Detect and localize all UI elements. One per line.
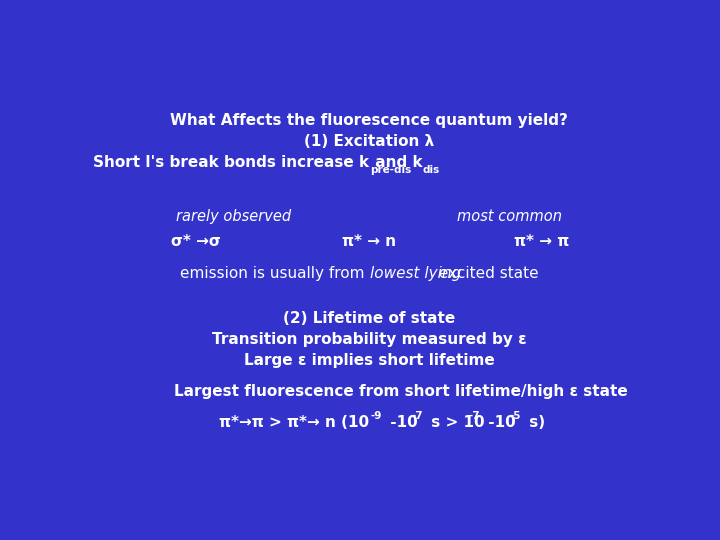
Text: π*→π > π*→ n (10: π*→π > π*→ n (10 xyxy=(219,415,369,430)
Text: σ* →σ: σ* →σ xyxy=(171,234,221,249)
Text: -10: -10 xyxy=(385,415,418,430)
Text: most common: most common xyxy=(456,209,562,224)
Text: -7: -7 xyxy=(412,411,423,421)
Text: Short l's break bonds increase k: Short l's break bonds increase k xyxy=(93,156,369,171)
Text: Transition probability measured by ε: Transition probability measured by ε xyxy=(212,332,526,347)
Text: π* → n: π* → n xyxy=(342,234,396,249)
Text: rarely observed: rarely observed xyxy=(176,209,292,224)
Text: Large ε implies short lifetime: Large ε implies short lifetime xyxy=(243,353,495,368)
Text: -7: -7 xyxy=(468,411,480,421)
Text: -9: -9 xyxy=(370,411,382,421)
Text: Largest fluorescence from short lifetime/high ε state: Largest fluorescence from short lifetime… xyxy=(174,384,627,399)
Text: What Affects the fluorescence quantum yield?: What Affects the fluorescence quantum yi… xyxy=(170,113,568,129)
Text: s > 10: s > 10 xyxy=(426,415,485,430)
Text: s): s) xyxy=(524,415,545,430)
Text: lowest lying: lowest lying xyxy=(370,266,462,281)
Text: emission is usually from: emission is usually from xyxy=(179,266,369,281)
Text: excited state: excited state xyxy=(434,266,539,281)
Text: (1) Excitation λ: (1) Excitation λ xyxy=(304,134,434,149)
Text: (2) Lifetime of state: (2) Lifetime of state xyxy=(283,311,455,326)
Text: dis: dis xyxy=(422,165,439,174)
Text: π* → π: π* → π xyxy=(514,234,570,249)
Text: and k: and k xyxy=(370,156,423,171)
Text: -5: -5 xyxy=(510,411,521,421)
Text: -10: -10 xyxy=(483,415,516,430)
Text: pre-dis: pre-dis xyxy=(370,165,411,174)
